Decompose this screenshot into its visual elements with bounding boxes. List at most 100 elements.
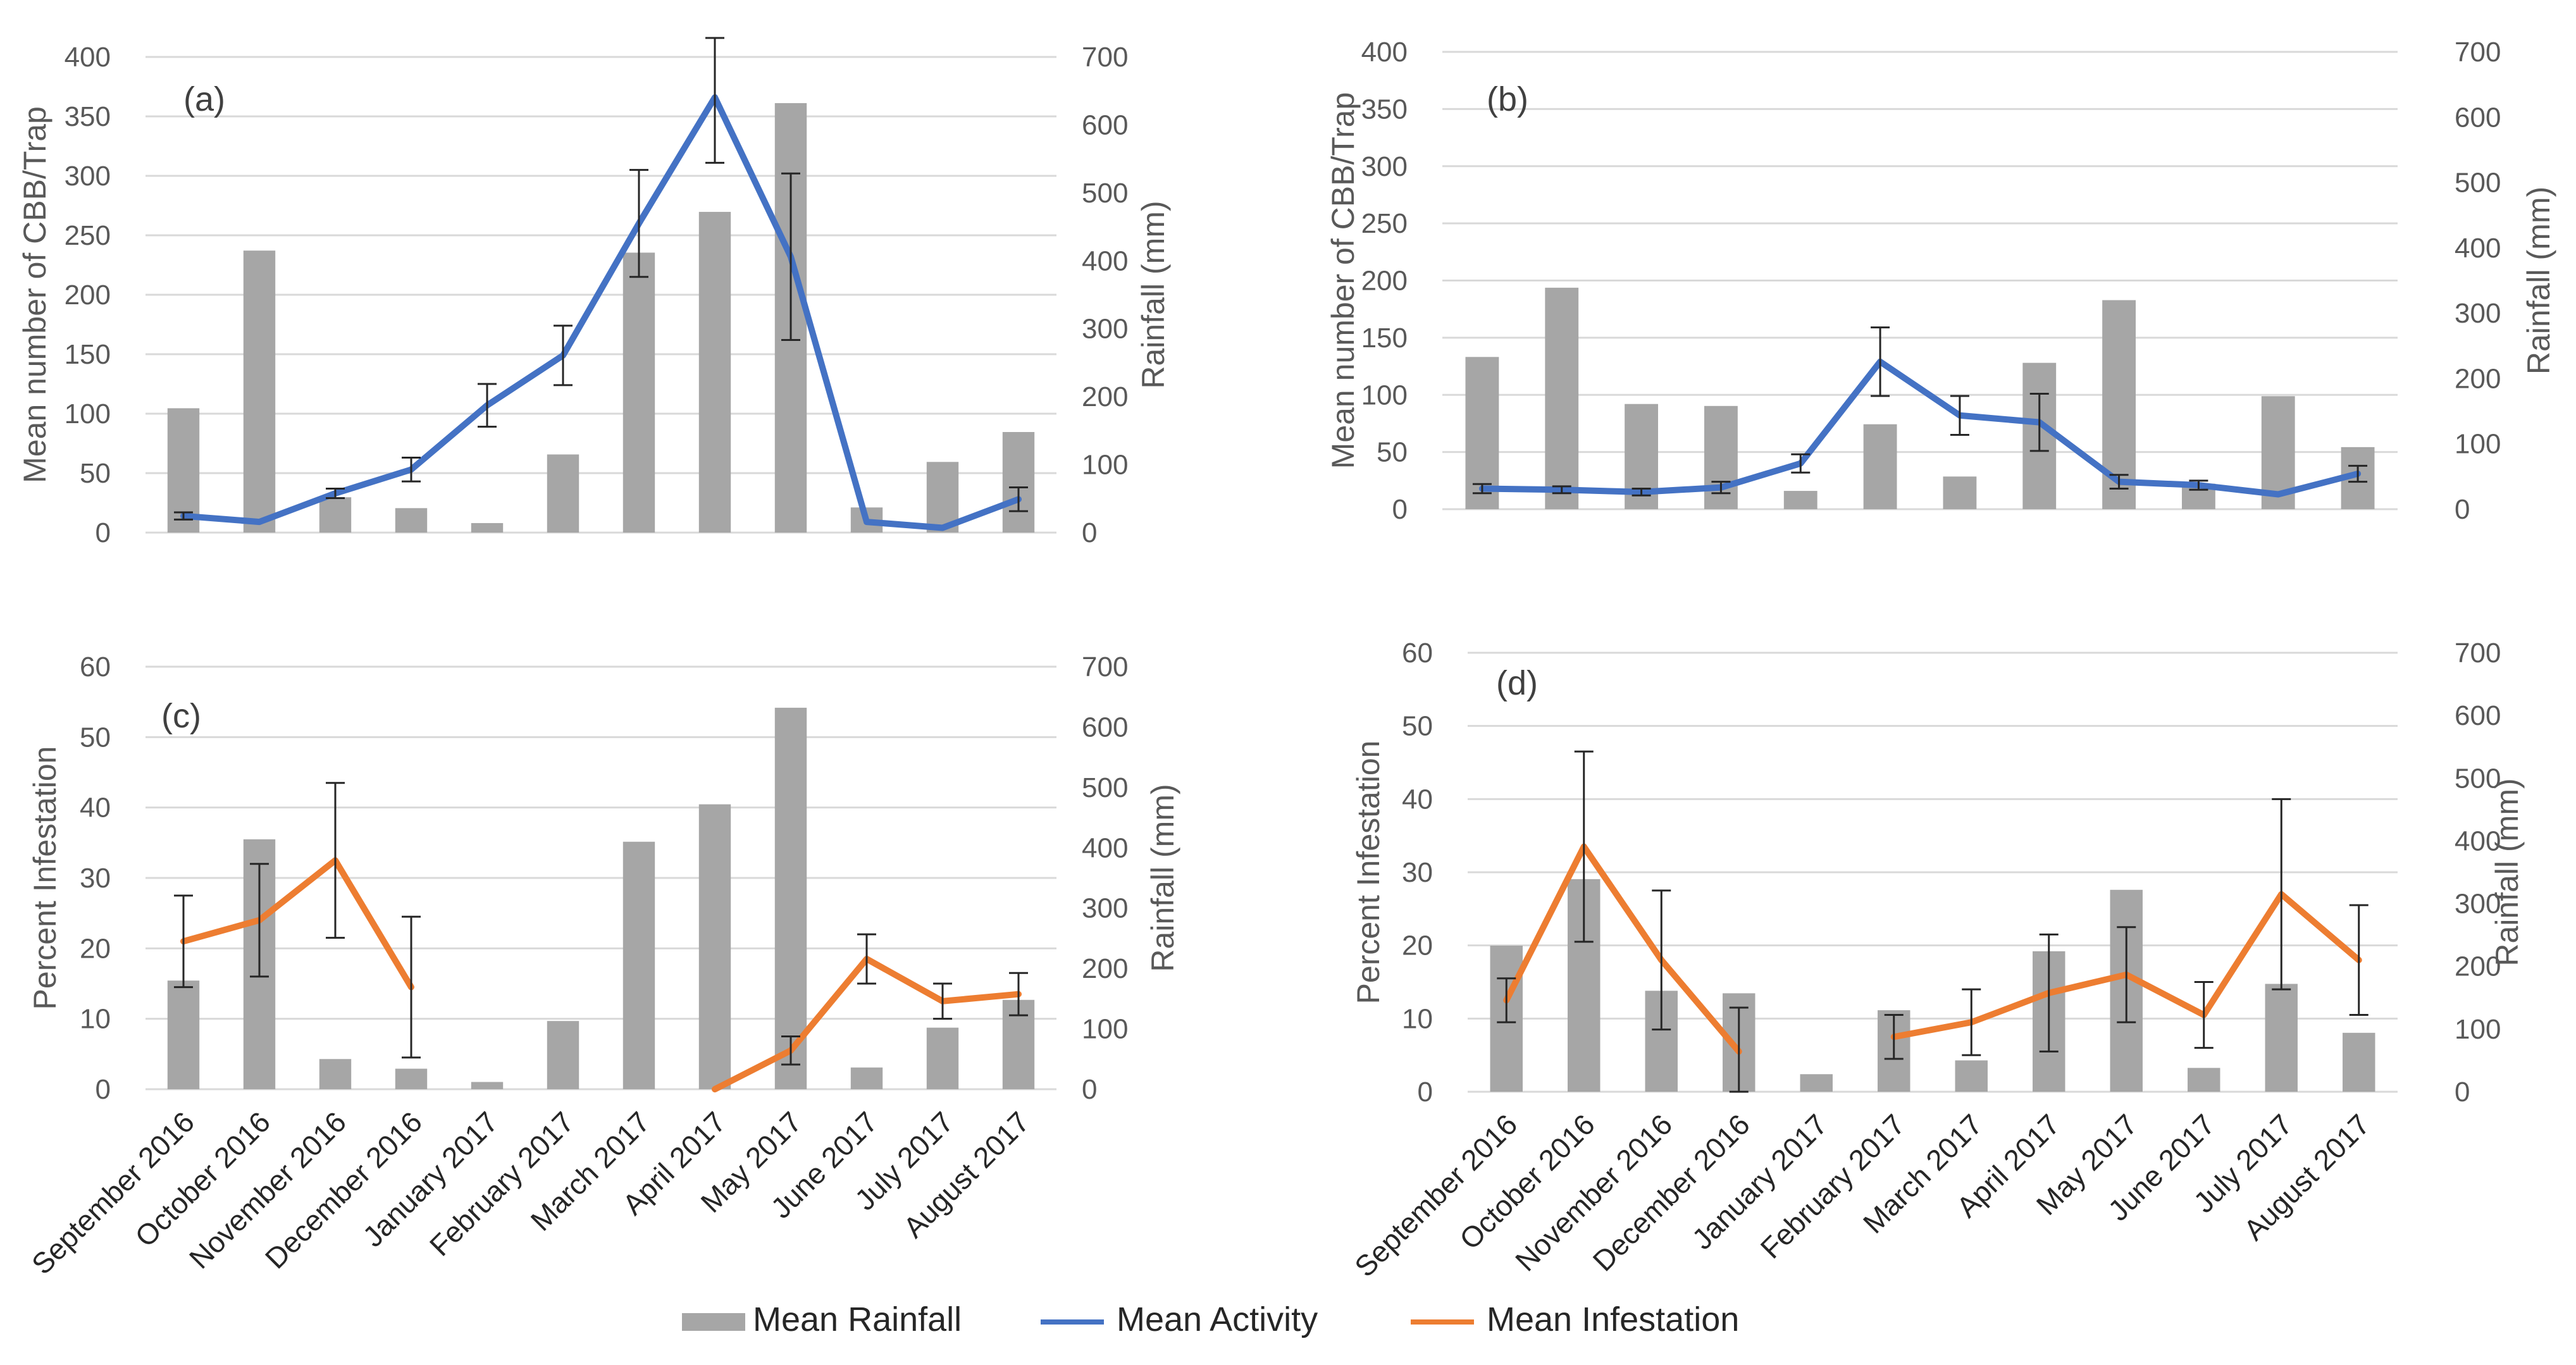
y-right-tick-label: 100 (1082, 1014, 1128, 1045)
y-right-tick-label: 600 (1082, 712, 1128, 743)
y-right-tick-label: 400 (1082, 832, 1128, 863)
y-left-tick-label: 50 (80, 722, 111, 753)
y-right-tick-label: 700 (1082, 652, 1128, 682)
y-left-tick-label: 250 (65, 220, 111, 251)
y-left-tick-label: 150 (65, 339, 111, 370)
rainfall-bar (774, 707, 807, 1089)
rainfall-bar (319, 497, 352, 533)
rainfall-bar (1863, 424, 1897, 509)
y-left-tick-label: 100 (1361, 380, 1408, 411)
y-right-tick-label: 600 (2455, 700, 2501, 731)
rainfall-bar (850, 1067, 883, 1089)
legend-infestation-label: Mean Infestation (1487, 1300, 1739, 1338)
y-right-tick-label: 100 (2455, 429, 2501, 460)
y-right-tick-label: 500 (2455, 763, 2501, 794)
rainfall-bar (395, 1068, 428, 1089)
rainfall-bar (1783, 491, 1817, 509)
series-line (1478, 358, 2362, 498)
rainfall-bar (1545, 287, 1579, 509)
category-label: January 2017 (1685, 1108, 1833, 1256)
y-left-axis-title: Mean number of CBB/Trap (17, 106, 53, 483)
y-right-tick-label: 200 (1082, 381, 1128, 412)
y-left-tick-label: 400 (1361, 37, 1408, 68)
y-right-tick-label: 700 (1082, 42, 1128, 73)
legend-rainfall-swatch (682, 1313, 745, 1331)
y-right-tick-label: 500 (1082, 772, 1128, 803)
rainfall-bar (471, 1082, 504, 1089)
y-right-tick-label: 0 (2455, 1077, 2470, 1108)
y-right-tick-label: 0 (1082, 1074, 1097, 1105)
rainfall-bar (471, 522, 504, 533)
y-left-tick-label: 0 (96, 1074, 111, 1105)
panel-tag: (d) (1496, 664, 1538, 702)
y-right-tick-label: 300 (1082, 314, 1128, 345)
y-left-tick-label: 0 (96, 517, 111, 548)
y-left-tick-label: 20 (80, 933, 111, 964)
category-label: October 2016 (1453, 1108, 1601, 1256)
y-left-tick-label: 400 (65, 42, 111, 73)
rainfall-bar (1002, 432, 1035, 533)
y-left-tick-label: 350 (65, 101, 111, 132)
y-left-tick-label: 50 (1402, 711, 1433, 742)
y-left-tick-label: 300 (65, 161, 111, 192)
y-left-tick-label: 30 (1402, 857, 1433, 888)
y-right-axis-title: Rainfall (mm) (1145, 784, 1180, 972)
legend: Mean Rainfall Mean Activity Mean Infesta… (682, 1300, 1739, 1338)
y-right-tick-label: 200 (2455, 951, 2501, 982)
y-left-tick-label: 350 (1361, 94, 1408, 125)
y-left-tick-label: 150 (1361, 323, 1408, 354)
rainfall-bar (547, 454, 579, 533)
panel-c: 01020304050600100200300400500600700Perce… (25, 652, 1180, 1281)
rainfall-bar (622, 252, 655, 533)
rainfall-bar (2343, 1032, 2375, 1092)
rainfall-bar (2188, 1068, 2220, 1092)
rainfall-bar (2265, 984, 2298, 1092)
y-left-tick-label: 200 (1361, 266, 1408, 297)
rainfall-bar (547, 1021, 579, 1089)
panel-b: 0 50 100 150 200 250 300 350 400 0 100 200 300 400 500… (1325, 37, 2556, 525)
panel-tag: (a) (183, 80, 225, 118)
y-right-tick-label: 500 (2455, 168, 2501, 199)
legend-activity-label: Mean Activity (1117, 1300, 1318, 1338)
y-right-tick-label: 100 (1082, 450, 1128, 481)
y-right-tick-label: 300 (2455, 298, 2501, 329)
legend-rainfall-label: Mean Rainfall (753, 1300, 962, 1338)
y-left-tick-label: 10 (1402, 1003, 1433, 1034)
y-right-tick-label: 700 (2455, 37, 2501, 68)
series-line (180, 94, 1022, 531)
y-right-tick-label: 0 (2455, 494, 2470, 525)
y-right-tick-label: 300 (2455, 889, 2501, 920)
y-left-tick-label: 40 (80, 793, 111, 824)
rainfall-bar (319, 1059, 352, 1089)
y-left-tick-label: 250 (1361, 208, 1408, 239)
y-right-tick-label: 400 (2455, 233, 2501, 264)
y-right-axis-title: Rainfall (mm) (1136, 201, 1171, 388)
y-left-axis-title: Mean number of CBB/Trap (1325, 92, 1361, 469)
rainfall-bar (698, 804, 731, 1089)
panel-tag: (b) (1487, 80, 1528, 118)
rainfall-bar (1943, 476, 1977, 509)
y-right-tick-label: 0 (1082, 517, 1097, 548)
y-left-tick-label: 300 (1361, 151, 1408, 182)
y-right-axis-title: Rainfall (mm) (2521, 187, 2556, 374)
y-right-tick-label: 200 (2455, 363, 2501, 394)
y-left-tick-label: 20 (1402, 930, 1433, 961)
rainfall-bar (698, 211, 731, 533)
y-left-tick-label: 0 (1418, 1077, 1433, 1108)
y-left-tick-label: 50 (1377, 437, 1408, 468)
y-left-tick-label: 200 (65, 280, 111, 311)
series-line (180, 857, 414, 991)
y-left-tick-label: 30 (80, 863, 111, 894)
rainfall-bar (395, 508, 428, 533)
y-right-tick-label: 100 (2455, 1014, 2501, 1045)
y-left-tick-label: 100 (65, 398, 111, 429)
y-left-tick-label: 50 (80, 458, 111, 489)
y-right-tick-label: 600 (2455, 102, 2501, 133)
rainfall-bar (926, 1027, 959, 1089)
y-right-axis-title: Rainfall (mm) (2489, 778, 2525, 966)
rainfall-bar (622, 841, 655, 1089)
y-left-tick-label: 40 (1402, 784, 1433, 815)
y-left-tick-label: 60 (80, 652, 111, 682)
rainfall-bar (167, 980, 200, 1089)
